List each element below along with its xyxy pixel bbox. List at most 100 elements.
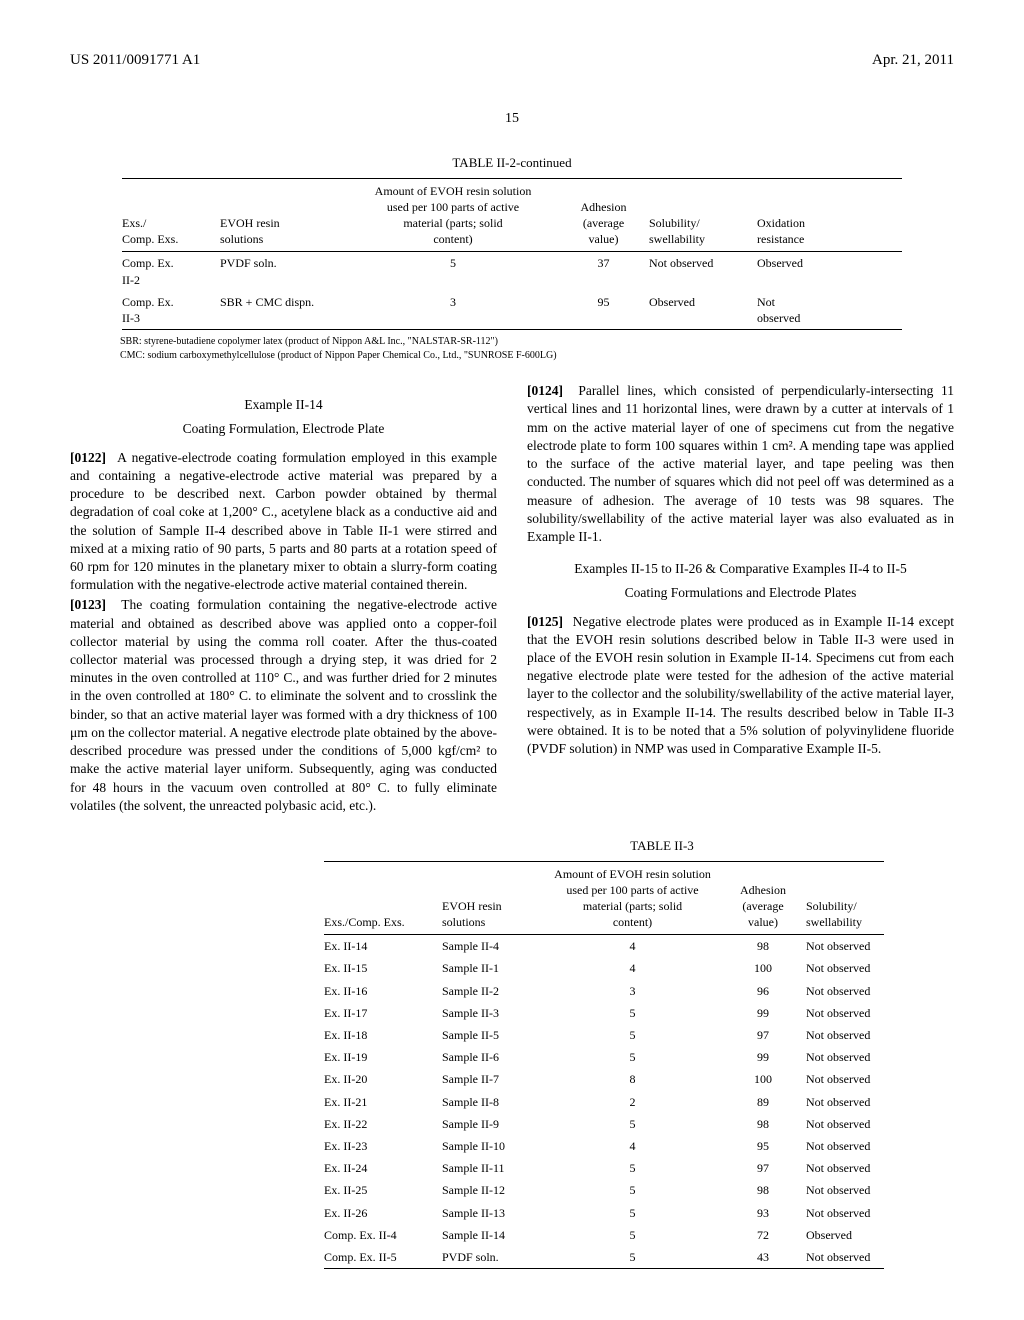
cell: Sample II-7 bbox=[442, 1068, 545, 1090]
cell: Not observed bbox=[806, 1024, 884, 1046]
cell: 95 bbox=[728, 1135, 806, 1157]
cell: 98 bbox=[728, 1179, 806, 1201]
cell: 5 bbox=[545, 1024, 728, 1046]
table-row: Comp. Ex. II-4Sample II-14572Observed bbox=[324, 1224, 884, 1246]
cell: Not observed bbox=[806, 1157, 884, 1179]
col2-evoh: EVOH resin solutions bbox=[442, 861, 545, 935]
table-row: Ex. II-22Sample II-9598Not observed bbox=[324, 1113, 884, 1135]
cell: Not observed bbox=[806, 980, 884, 1002]
col2-amount: Amount of EVOH resin solution used per 1… bbox=[545, 861, 728, 935]
cell: Not observed bbox=[806, 1113, 884, 1135]
table-row: Comp. Ex. II-2PVDF soln.537Not observedO… bbox=[122, 252, 902, 291]
cell: 5 bbox=[545, 1202, 728, 1224]
examples-ii-15-sub: Coating Formulations and Electrode Plate… bbox=[527, 584, 954, 602]
cell: 5 bbox=[348, 252, 566, 291]
cell: 97 bbox=[728, 1157, 806, 1179]
table-row: Ex. II-14Sample II-4498Not observed bbox=[324, 935, 884, 958]
cell: 5 bbox=[545, 1002, 728, 1024]
cell: 4 bbox=[545, 1135, 728, 1157]
cell: 98 bbox=[728, 935, 806, 958]
cell: 93 bbox=[728, 1202, 806, 1224]
cell: Sample II-2 bbox=[442, 980, 545, 1002]
para-num-0124: [0124] bbox=[527, 383, 563, 398]
table-row: Ex. II-24Sample II-11597Not observed bbox=[324, 1157, 884, 1179]
cell: Not observed bbox=[806, 957, 884, 979]
table-row: Ex. II-25Sample II-12598Not observed bbox=[324, 1179, 884, 1201]
cell: Ex. II-17 bbox=[324, 1002, 442, 1024]
examples-ii-15-heading: Examples II-15 to II-26 & Comparative Ex… bbox=[527, 560, 954, 578]
cell: Observed bbox=[649, 291, 757, 330]
cell: Comp. Ex. II-2 bbox=[122, 252, 220, 291]
cell: 5 bbox=[545, 1224, 728, 1246]
cell: Ex. II-20 bbox=[324, 1068, 442, 1090]
cell: 5 bbox=[545, 1157, 728, 1179]
footnote-sbr: SBR: styrene-butadiene copolymer latex (… bbox=[120, 336, 954, 348]
cell: Ex. II-15 bbox=[324, 957, 442, 979]
cell: Sample II-10 bbox=[442, 1135, 545, 1157]
cell: PVDF soln. bbox=[442, 1246, 545, 1269]
cell: 8 bbox=[545, 1068, 728, 1090]
cell: 37 bbox=[566, 252, 649, 291]
table-ii-3: Exs./Comp. Exs. EVOH resin solutions Amo… bbox=[324, 861, 884, 1270]
cell: Not observed bbox=[806, 935, 884, 958]
para-0125: [0125] Negative electrode plates were pr… bbox=[527, 613, 954, 759]
cell: 89 bbox=[728, 1091, 806, 1113]
cell: 95 bbox=[566, 291, 649, 330]
cell: Ex. II-22 bbox=[324, 1113, 442, 1135]
col2-exs: Exs./Comp. Exs. bbox=[324, 861, 442, 935]
cell: Ex. II-25 bbox=[324, 1179, 442, 1201]
col-oxidation: Oxidation resistance bbox=[757, 178, 902, 252]
page-header: US 2011/0091771 A1 Apr. 21, 2011 bbox=[70, 50, 954, 70]
col2-solubility: Solubility/ swellability bbox=[806, 861, 884, 935]
col-solubility: Solubility/ swellability bbox=[649, 178, 757, 252]
table-row: Ex. II-15Sample II-14100Not observed bbox=[324, 957, 884, 979]
cell: Sample II-3 bbox=[442, 1002, 545, 1024]
cell: 2 bbox=[545, 1091, 728, 1113]
doc-date: Apr. 21, 2011 bbox=[872, 50, 954, 70]
cell: Not observed bbox=[806, 1068, 884, 1090]
example-ii-14-sub: Coating Formulation, Electrode Plate bbox=[70, 420, 497, 438]
cell: 99 bbox=[728, 1046, 806, 1068]
cell: Observed bbox=[806, 1224, 884, 1246]
body-text: Example II-14 Coating Formulation, Elect… bbox=[70, 382, 954, 817]
cell: Ex. II-23 bbox=[324, 1135, 442, 1157]
cell: Not observed bbox=[806, 1135, 884, 1157]
cell: Sample II-4 bbox=[442, 935, 545, 958]
cell: Sample II-6 bbox=[442, 1046, 545, 1068]
cell: Sample II-9 bbox=[442, 1113, 545, 1135]
col-amount: Amount of EVOH resin solution used per 1… bbox=[348, 178, 566, 252]
para-0123-text: The coating formulation containing the n… bbox=[70, 597, 497, 812]
cell: Comp. Ex. II-3 bbox=[122, 291, 220, 330]
cell: 5 bbox=[545, 1179, 728, 1201]
cell: 100 bbox=[728, 1068, 806, 1090]
cell: Comp. Ex. II-4 bbox=[324, 1224, 442, 1246]
col-exs: Exs./ Comp. Exs. bbox=[122, 178, 220, 252]
table-ii-2-continued: Exs./ Comp. Exs. EVOH resin solutions Am… bbox=[122, 178, 902, 331]
cell: 3 bbox=[348, 291, 566, 330]
cell: Not observed bbox=[806, 1202, 884, 1224]
cell: 4 bbox=[545, 957, 728, 979]
para-0124: [0124] Parallel lines, which consisted o… bbox=[527, 382, 954, 546]
table-row: Ex. II-19Sample II-6599Not observed bbox=[324, 1046, 884, 1068]
cell: 72 bbox=[728, 1224, 806, 1246]
cell: Not observed bbox=[806, 1246, 884, 1269]
table-row: Ex. II-16Sample II-2396Not observed bbox=[324, 980, 884, 1002]
cell: Sample II-5 bbox=[442, 1024, 545, 1046]
footnote-cmc: CMC: sodium carboxymethylcellulose (prod… bbox=[120, 350, 954, 362]
table-row: Comp. Ex. II-5PVDF soln.543Not observed bbox=[324, 1246, 884, 1269]
cell: 5 bbox=[545, 1113, 728, 1135]
cell: 96 bbox=[728, 980, 806, 1002]
cell: Not observed bbox=[806, 1091, 884, 1113]
cell: 97 bbox=[728, 1024, 806, 1046]
table-caption-bottom: TABLE II-3 bbox=[370, 837, 954, 855]
cell: Ex. II-26 bbox=[324, 1202, 442, 1224]
cell: Observed bbox=[757, 252, 902, 291]
cell: Ex. II-21 bbox=[324, 1091, 442, 1113]
cell: 98 bbox=[728, 1113, 806, 1135]
para-0123: [0123] The coating formulation containin… bbox=[70, 596, 497, 815]
cell: Sample II-14 bbox=[442, 1224, 545, 1246]
cell: Not observed bbox=[806, 1002, 884, 1024]
cell: Sample II-11 bbox=[442, 1157, 545, 1179]
col2-adhesion: Adhesion (average value) bbox=[728, 861, 806, 935]
cell: 3 bbox=[545, 980, 728, 1002]
